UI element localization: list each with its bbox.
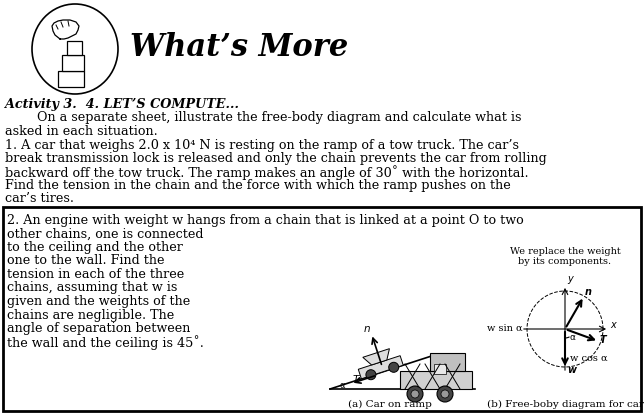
Text: n: n [363,323,370,333]
Text: x: x [610,319,616,329]
Text: other chains, one is connected: other chains, one is connected [7,227,204,240]
Text: n: n [585,286,592,297]
Circle shape [437,386,453,402]
Text: chains, assuming that w is: chains, assuming that w is [7,281,177,294]
Circle shape [441,390,449,398]
Bar [434,364,446,374]
Bar [67,42,82,56]
Text: w: w [390,412,398,413]
Text: chains are negligible. The: chains are negligible. The [7,308,175,321]
Text: On a separate sheet, illustrate the free-body diagram and calculate what is: On a separate sheet, illustrate the free… [5,111,522,124]
Text: given and the weights of the: given and the weights of the [7,294,190,307]
Text: car’s tires.: car’s tires. [5,192,74,205]
Bar [3,207,641,411]
Text: the wall and the ceiling is 45˚.: the wall and the ceiling is 45˚. [7,335,204,349]
Text: T: T [600,335,607,344]
Bar [58,72,84,88]
Circle shape [407,386,423,402]
Text: What’s More: What’s More [130,33,348,63]
Text: w sin α: w sin α [488,323,523,332]
Circle shape [411,390,419,398]
Text: 2. An engine with weight w hangs from a chain that is linked at a point O to two: 2. An engine with weight w hangs from a … [7,214,524,226]
Bar [430,353,465,371]
Text: Activity 3.  4. LET’S COMPUTE...: Activity 3. 4. LET’S COMPUTE... [5,98,239,111]
Polygon shape [363,349,390,365]
Text: tension in each of the three: tension in each of the three [7,267,184,280]
Bar [400,371,472,389]
Circle shape [389,363,399,373]
Text: to the ceiling and the other: to the ceiling and the other [7,240,183,254]
Text: y: y [567,273,573,283]
Text: break transmission lock is released and only the chain prevents the car from rol: break transmission lock is released and … [5,152,547,165]
Text: (a) Car on ramp: (a) Car on ramp [348,399,432,408]
Text: T: T [353,374,359,384]
Text: by its components.: by its components. [518,256,612,266]
Polygon shape [358,356,403,379]
Text: angle of separation between: angle of separation between [7,321,191,334]
Text: Find the tension in the chain and the force with which the ramp pushes on the: Find the tension in the chain and the fo… [5,178,511,192]
Text: w cos α: w cos α [570,353,608,362]
Circle shape [366,370,376,380]
Text: asked in each situation.: asked in each situation. [5,125,158,138]
Bar [62,56,84,72]
Text: α: α [340,380,345,389]
Text: w: w [567,364,576,374]
Text: 1. A car that weighs 2.0 x 10⁴ N is resting on the ramp of a tow truck. The car’: 1. A car that weighs 2.0 x 10⁴ N is rest… [5,138,519,151]
Text: (b) Free-boby diagram for car: (b) Free-boby diagram for car [487,399,643,408]
Text: backward off the tow truck. The ramp makes an angle of 30˚ with the horizontal.: backward off the tow truck. The ramp mak… [5,165,529,180]
Text: one to the wall. Find the: one to the wall. Find the [7,254,164,267]
Text: α: α [570,332,576,341]
Text: We replace the weight: We replace the weight [509,247,620,255]
